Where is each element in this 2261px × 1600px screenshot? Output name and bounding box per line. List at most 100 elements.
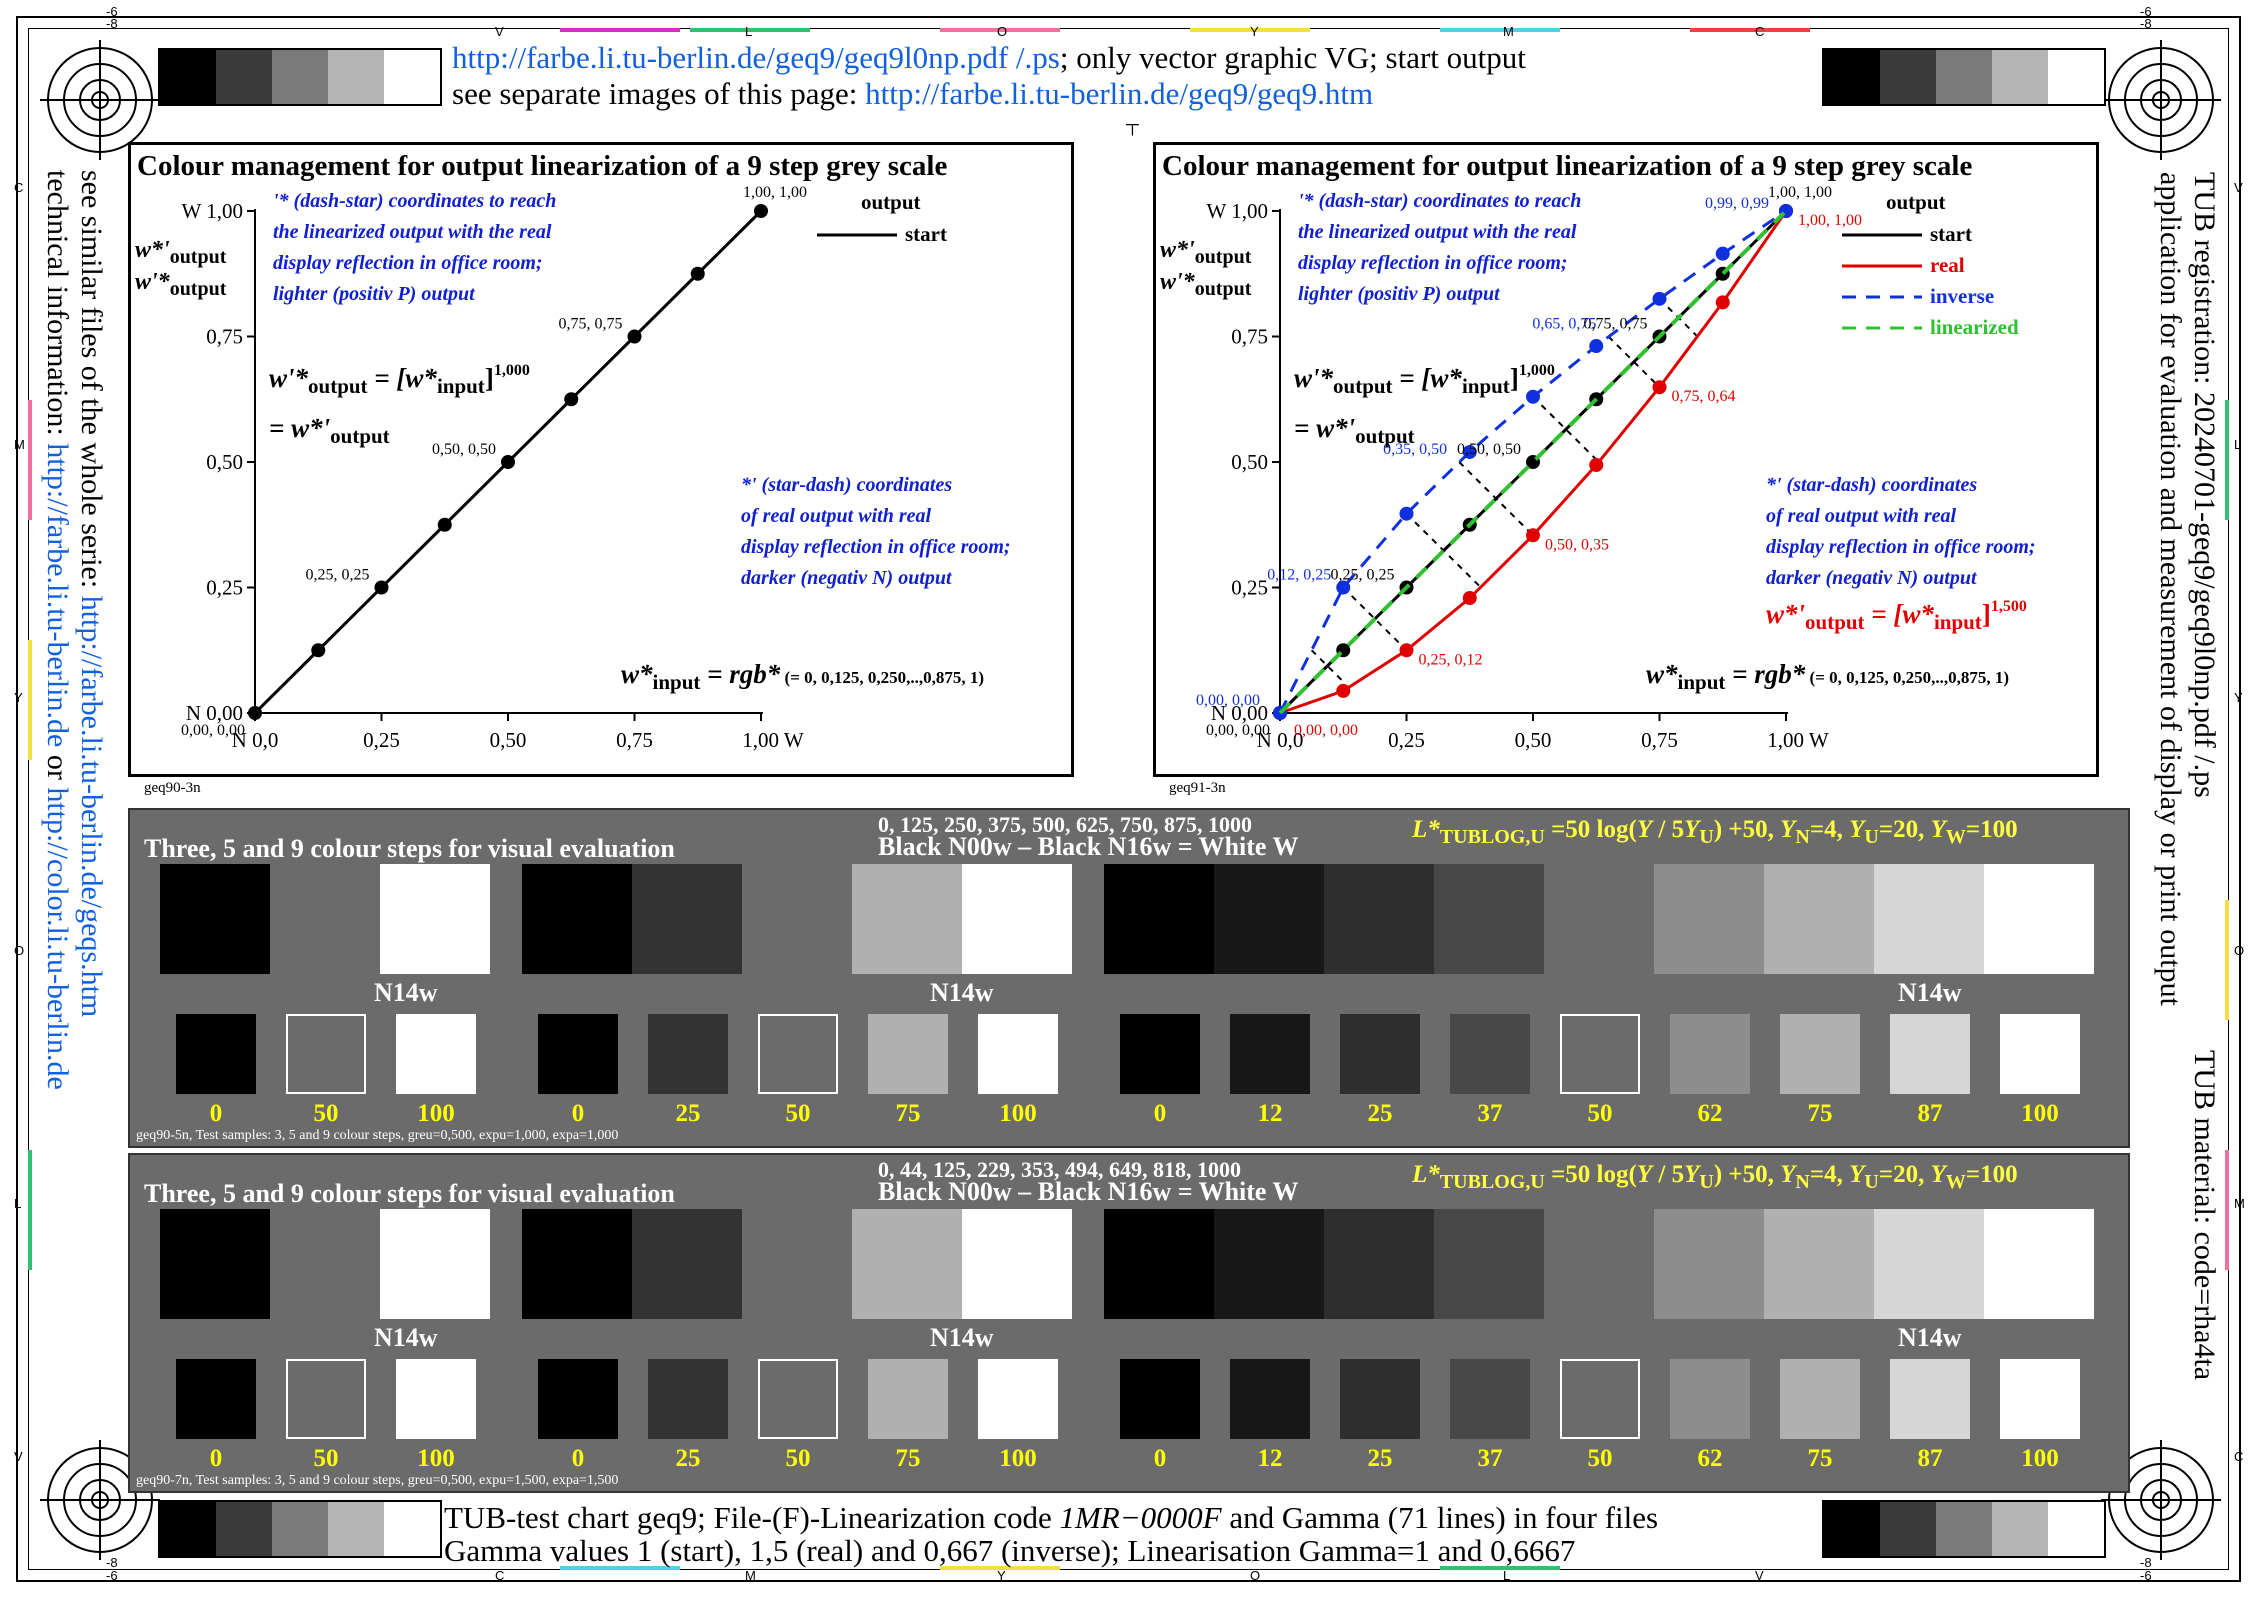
step-value-label: 75 <box>1807 1100 1833 1127</box>
step-value-label: 75 <box>895 1100 921 1127</box>
edge-label-top: Y <box>1250 24 1259 39</box>
data-point-start <box>690 266 705 281</box>
point-label: 0,75, 0,75 <box>1584 316 1648 333</box>
edge-color-tick <box>940 1566 1060 1570</box>
panel-black-white: Black N00w – Black N16w = White W <box>878 1177 1299 1206</box>
gray-step-swatch <box>160 1502 216 1556</box>
data-point-start <box>374 580 389 595</box>
small-grey-step <box>978 1014 1058 1094</box>
small-grey-step <box>758 1359 838 1439</box>
x-tick-label: 1,00 W <box>1767 728 1829 752</box>
formula-identity: w'*output = [w*input]1,000 <box>1294 362 1555 398</box>
small-grey-step <box>1120 1359 1200 1439</box>
data-point-real <box>1526 528 1540 543</box>
edge-color-tick <box>1440 28 1560 32</box>
gray-step-swatch <box>160 50 216 104</box>
x-tick-label: N 0,0 <box>1257 728 1304 752</box>
small-grey-step <box>1450 1014 1530 1094</box>
point-label: 0,12, 0,25 <box>1267 567 1331 584</box>
x-tick-label: N 0,0 <box>232 728 279 752</box>
point-label: 0,25, 0,12 <box>1419 651 1483 668</box>
data-point-start <box>501 455 515 469</box>
big-grey-step <box>852 864 962 974</box>
point-label: 0,35, 0,50 <box>1383 441 1447 458</box>
n14w-label: N14w <box>930 978 994 1007</box>
point-label: 0,50, 0,50 <box>432 441 496 458</box>
big-grey-step <box>962 864 1072 974</box>
corner-label: -6 <box>2140 1568 2152 1583</box>
data-point-start <box>564 392 579 407</box>
gray-step-swatch <box>1880 50 1936 104</box>
edge-label-right: M <box>2234 1196 2245 1211</box>
gray-step-swatch <box>1880 1502 1936 1556</box>
big-grey-step <box>742 1209 852 1319</box>
legend-entry: real <box>1930 253 1965 277</box>
y-tick-label: W 1,00 <box>1207 199 1268 223</box>
small-grey-step <box>758 1014 838 1094</box>
small-grey-step <box>648 1014 728 1094</box>
point-label: 1,00, 1,00 <box>1798 212 1862 229</box>
gray-step-swatch <box>272 1502 328 1556</box>
annotation-star-dash: *' (star-dash) coordinates <box>741 474 952 496</box>
edge-color-tick <box>2225 1150 2229 1270</box>
y-tick-label: 0,75 <box>1231 325 1268 349</box>
gray-step-swatch <box>2048 1502 2104 1556</box>
small-grey-step <box>1780 1014 1860 1094</box>
big-grey-step <box>632 864 742 974</box>
point-label: 1,00, 1,00 <box>1768 184 1832 201</box>
legend-entry: linearized <box>1930 315 2019 339</box>
point-label: 0,00, 0,00 <box>1294 722 1358 739</box>
big-grey-step <box>962 1209 1072 1319</box>
chart-left-caption: geq90-3n <box>144 780 201 796</box>
registration-mark-top-right <box>2101 40 2221 160</box>
annotation-star-dash: darker (negativ N) output <box>741 567 953 589</box>
step-value-label: 50 <box>785 1445 811 1472</box>
big-grey-step <box>1654 1209 1764 1319</box>
y-axis-label: w*'output <box>1160 237 1252 268</box>
left-side-link-farbe[interactable]: http://farbe.li.tu-berlin.de <box>41 443 74 748</box>
y-axis-label: w'*output <box>135 269 227 300</box>
gray-step-swatch <box>1936 50 1992 104</box>
step-value-label: 50 <box>313 1100 339 1127</box>
header-link-pdf[interactable]: http://farbe.li.tu-berlin.de/geq9/geq9l0… <box>452 40 1060 75</box>
y-axis-label: w'*output <box>1160 269 1252 300</box>
data-point-start <box>311 643 326 658</box>
y-tick-label: 0,25 <box>1231 576 1268 600</box>
big-grey-step <box>270 864 380 974</box>
small-grey-step <box>1560 1014 1640 1094</box>
gray-step-swatch <box>272 50 328 104</box>
header-link-images[interactable]: http://farbe.li.tu-berlin.de/geq9/geq9.h… <box>865 76 1374 111</box>
big-grey-step <box>742 864 852 974</box>
edge-color-tick <box>1440 1566 1560 1570</box>
footer-text-a: TUB-test chart geq9; File-(F)-Linearizat… <box>444 1500 1060 1535</box>
left-side-link-geqs[interactable]: http://farbe.li.tu-berlin.de/geqs.htm <box>75 595 108 1018</box>
left-side-text: see similar files of the whole serie: ht… <box>40 170 108 1420</box>
edge-label-right: Y <box>2234 690 2243 705</box>
center-cross-icon: ┬ <box>1126 114 1139 134</box>
chart-title: Colour management for output linearizati… <box>137 150 947 182</box>
left-side-link-color[interactable]: http://color.li.tu-berlin.de <box>41 787 74 1090</box>
point-label: 0,50, 0,35 <box>1545 536 1609 553</box>
point-label: 0,00, 0,00 <box>1196 692 1260 709</box>
annotation-star-dash: of real output with real <box>1766 505 1956 527</box>
big-grey-step <box>852 1209 962 1319</box>
chart-right-caption: geq91-3n <box>1169 780 1226 796</box>
step-value-label: 0 <box>571 1445 585 1472</box>
annotation-dash-star: the linearized output with the real <box>1298 221 1577 243</box>
step-value-label: 25 <box>1367 1445 1393 1472</box>
edge-color-tick <box>28 640 32 760</box>
small-grey-step <box>868 1359 948 1439</box>
big-grey-step <box>1544 1209 1654 1319</box>
small-grey-step <box>286 1014 366 1094</box>
header-line-2-text: see separate images of this page: <box>452 76 866 111</box>
n14w-label: N14w <box>374 978 438 1007</box>
y-tick-label: N 0,00 <box>186 701 243 725</box>
small-grey-step <box>176 1014 256 1094</box>
data-point-inverse <box>1336 580 1351 595</box>
big-steps-5 <box>522 864 1072 974</box>
point-label: 1,00, 1,00 <box>743 184 807 201</box>
small-grey-step <box>2000 1359 2080 1439</box>
step-value-label: 12 <box>1257 1445 1283 1472</box>
data-point-inverse <box>1589 339 1604 354</box>
step-value-label: 75 <box>895 1445 921 1472</box>
